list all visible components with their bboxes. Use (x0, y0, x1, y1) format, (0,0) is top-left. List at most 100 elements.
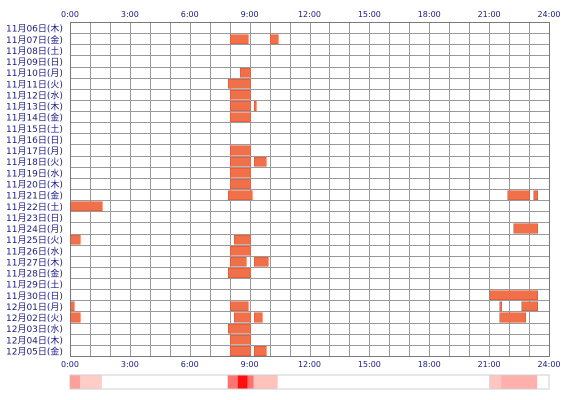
activity-bar (253, 257, 269, 267)
summary-strip-frame (69, 374, 550, 390)
activity-bar (253, 156, 267, 167)
x-tick-label-top: 3:00 (121, 10, 139, 19)
activity-bar (227, 78, 251, 89)
x-tick-label-top: 15:00 (358, 10, 381, 19)
row-label: 12月01日(月) (6, 302, 63, 313)
row-label: 11月21日(金) (6, 190, 63, 202)
activity-bar (70, 301, 75, 312)
chart-grid (70, 22, 550, 357)
row-label: 11月17日(月) (6, 146, 63, 157)
activity-bar (229, 145, 251, 156)
activity-bar (227, 323, 251, 334)
activity-bar (229, 167, 251, 178)
activity-bar (253, 312, 263, 323)
summary-strip-segment (253, 375, 278, 389)
row-label: 11月22日(土) (6, 201, 63, 213)
activity-bar (233, 312, 251, 323)
summary-strip-segment (237, 375, 248, 389)
row-label: 12月05日(金) (6, 346, 63, 358)
row-label: 11月28日(金) (6, 268, 63, 280)
activity-bar (253, 346, 267, 356)
x-tick-label-top: 21:00 (478, 10, 501, 19)
row-label: 11月15日(土) (6, 123, 63, 135)
summary-strip-segment (501, 375, 538, 389)
activity-bar (499, 301, 502, 312)
row-label: 11月16日(日) (6, 135, 63, 146)
summary-strip-segment (227, 375, 238, 389)
row-label: 12月04日(木) (6, 334, 63, 346)
row-label: 11月24日(月) (6, 224, 63, 235)
row-label: 11月08日(土) (6, 45, 63, 57)
activity-bar (70, 201, 103, 212)
row-label: 11月10日(月) (6, 68, 63, 79)
summary-strip-segment (79, 375, 102, 389)
activity-bar (229, 245, 251, 256)
activity-bar (229, 112, 251, 122)
activity-bar (229, 34, 249, 45)
plot-frame (70, 22, 550, 357)
summary-strip-segment (247, 375, 254, 389)
row-label: 11月23日(日) (6, 213, 63, 224)
row-label: 11月14日(金) (6, 112, 63, 124)
row-label: 11月09日(日) (6, 57, 63, 68)
x-tick-label-top: 18:00 (418, 10, 441, 19)
row-label: 11月19日(水) (6, 167, 63, 179)
x-tick-label-bottom: 0:00 (61, 360, 79, 369)
x-tick-label-bottom: 15:00 (358, 360, 381, 369)
x-tick-label-bottom: 21:00 (478, 360, 501, 369)
activity-bar (229, 257, 247, 267)
x-tick-label-top: 0:00 (61, 10, 79, 19)
row-label: 12月02日(火) (6, 313, 63, 324)
summary-strip-segment (489, 375, 502, 389)
row-label: 11月06日(木) (6, 23, 63, 35)
top-axis-ticks: 0:00 3:00 6:00 9:00 12:00 15:00 18:00 21:00 24:0… (61, 10, 561, 19)
row-label: 11月18日(火) (6, 157, 63, 168)
activity-bar (70, 234, 81, 245)
activity-bar (70, 312, 81, 323)
activity-bar (239, 67, 251, 78)
activity-bar (533, 190, 538, 200)
row-label: 11月27日(木) (6, 256, 63, 268)
x-tick-label-top: 6:00 (181, 10, 199, 19)
x-tick-label-top: 24:00 (537, 10, 560, 19)
activity-bar (229, 90, 251, 100)
row-label: 11月20日(木) (6, 179, 63, 191)
activity-bar (269, 34, 279, 45)
x-tick-label-bottom: 12:00 (298, 360, 321, 369)
x-tick-label-top: 9:00 (241, 10, 259, 19)
activity-bar (229, 346, 251, 356)
row-label: 11月11日(火) (6, 79, 63, 90)
row-label: 11月07日(金) (6, 34, 63, 46)
activity-bar (499, 312, 526, 323)
row-label: 12月03日(水) (6, 323, 63, 335)
x-tick-label-bottom: 6:00 (181, 360, 199, 369)
activity-bar (229, 179, 251, 189)
activity-bar (489, 290, 538, 301)
row-label: 11月25日(火) (6, 235, 63, 246)
activity-bar (227, 190, 253, 200)
row-label: 11月12日(水) (6, 89, 63, 101)
bottom-axis-ticks: 0:00 3:00 6:00 9:00 12:00 15:00 18:00 21:00 24:0… (61, 360, 561, 369)
activity-bar (229, 334, 251, 345)
row-label: 11月29日(土) (6, 279, 63, 291)
x-tick-label-bottom: 18:00 (418, 360, 441, 369)
activity-bar (253, 101, 257, 111)
activity-bar (227, 268, 251, 278)
row-label: 11月26日(水) (6, 245, 63, 257)
x-tick-label-top: 12:00 (298, 10, 321, 19)
x-tick-label-bottom: 24:00 (537, 360, 560, 369)
row-label: 11月13日(木) (6, 101, 63, 113)
summary-strip-segment (70, 375, 80, 389)
activity-bar (229, 101, 251, 111)
activity-bars (70, 34, 538, 356)
x-tick-label-bottom: 9:00 (241, 360, 259, 369)
x-tick-label-bottom: 3:00 (121, 360, 139, 369)
activity-bar (513, 223, 538, 234)
date-row-labels: 11月06日(木)11月07日(金)11月08日(土)11月09日(日)11月1… (6, 23, 63, 358)
activity-bar (521, 301, 538, 312)
activity-bar (507, 190, 530, 200)
activity-bar (233, 234, 251, 245)
activity-bar (229, 301, 249, 312)
row-label: 11月30日(日) (6, 291, 63, 302)
